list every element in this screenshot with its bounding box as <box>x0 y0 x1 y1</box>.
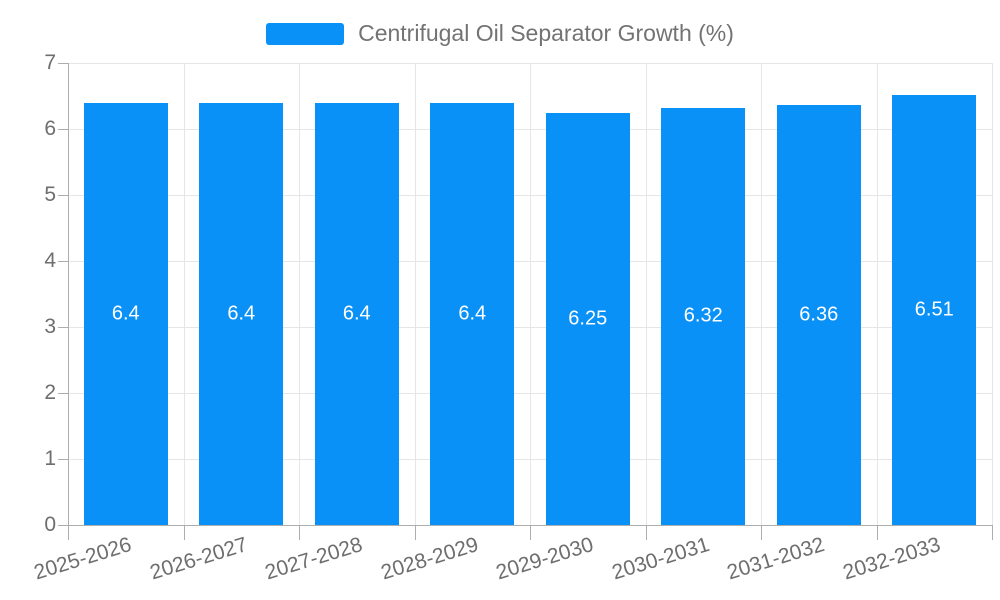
bar-2026-2027: 6.4 <box>199 102 284 525</box>
bar-2028-2029: 6.4 <box>430 102 515 525</box>
bar-value-label: 6.25 <box>568 307 608 330</box>
y-tick-label: 5 <box>44 183 56 206</box>
legend-label: Centrifugal Oil Separator Growth (%) <box>358 20 734 46</box>
bar-2027-2028: 6.4 <box>314 102 399 525</box>
y-axis-line <box>68 63 69 525</box>
x-tick-label: 2029-2030 <box>493 533 597 585</box>
x-axis-tick <box>530 525 531 540</box>
x-tick-label: 2030-2031 <box>609 533 712 585</box>
bar-value-label: 6.4 <box>458 302 487 325</box>
x-axis-tick <box>761 525 762 540</box>
x-axis-line <box>68 525 992 526</box>
y-tick-label: 6 <box>44 117 56 140</box>
gridline-vertical <box>992 63 993 525</box>
gridline-vertical <box>414 63 416 525</box>
bar-value-label: 6.51 <box>914 298 954 321</box>
gridline-vertical <box>876 63 878 525</box>
x-tick-label: 2025-2026 <box>31 533 135 585</box>
y-axis-tick <box>58 525 68 526</box>
y-tick-label: 2 <box>44 381 56 404</box>
x-axis-tick <box>299 525 300 540</box>
y-axis-tick <box>58 63 68 64</box>
x-axis-tick <box>414 525 416 540</box>
x-axis-tick <box>645 525 647 540</box>
plot-area: 6.4 6.4 6.4 6.4 6.25 6.32 6.36 6.51 <box>68 63 993 525</box>
x-axis-tick <box>183 525 185 540</box>
y-axis-tick <box>58 327 68 328</box>
legend-swatch <box>266 22 345 45</box>
y-tick-label: 0 <box>44 513 56 536</box>
y-axis-tick <box>58 129 68 130</box>
gridline-vertical <box>645 63 647 525</box>
bar-value-label: 6.4 <box>342 302 371 325</box>
y-axis-tick <box>58 393 68 394</box>
x-axis-tick <box>992 525 993 540</box>
x-axis-tick <box>876 525 878 540</box>
gridline-vertical <box>299 63 300 525</box>
gridline-vertical <box>183 63 185 525</box>
bar-2032-2033: 6.51 <box>892 95 977 525</box>
y-tick-label: 4 <box>44 249 56 272</box>
y-tick-label: 1 <box>44 447 56 470</box>
x-tick-label: 2032-2033 <box>840 533 943 585</box>
y-tick-label: 3 <box>44 315 56 338</box>
bar-2029-2030: 6.25 <box>545 112 630 525</box>
y-axis-tick <box>58 261 68 262</box>
x-tick-label: 2031-2032 <box>724 533 828 585</box>
bar-2031-2032: 6.36 <box>776 105 861 525</box>
y-axis-tick <box>58 195 68 196</box>
x-tick-label: 2027-2028 <box>262 533 366 585</box>
bar-value-label: 6.4 <box>111 302 140 325</box>
x-tick-label: 2026-2027 <box>147 533 250 585</box>
x-tick-label: 2028-2029 <box>378 533 481 585</box>
gridline-vertical <box>530 63 531 525</box>
y-tick-label: 7 <box>44 51 56 74</box>
x-axis-tick <box>68 525 69 540</box>
bar-2030-2031: 6.32 <box>661 107 746 525</box>
bar-value-label: 6.32 <box>683 304 723 327</box>
legend[interactable]: Centrifugal Oil Separator Growth (%) <box>0 20 1000 47</box>
gridline-vertical <box>761 63 762 525</box>
bar-value-label: 6.36 <box>799 303 839 326</box>
bar-2025-2026: 6.4 <box>83 102 168 525</box>
bar-value-label: 6.4 <box>227 302 256 325</box>
y-axis-tick <box>58 459 68 460</box>
